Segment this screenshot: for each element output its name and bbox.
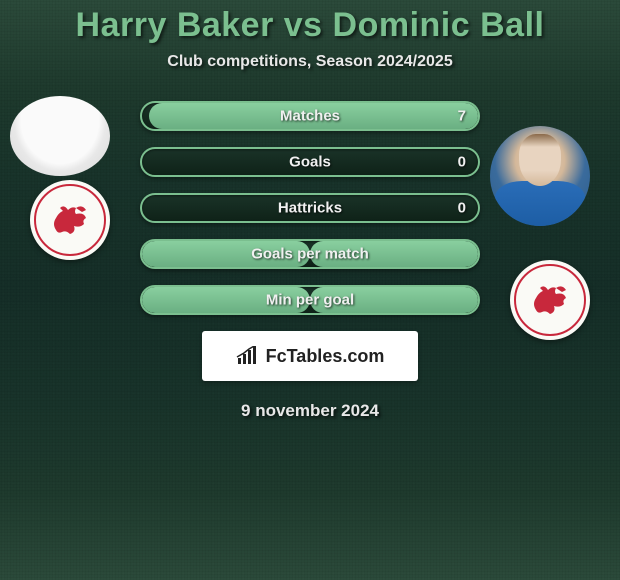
stat-row: Matches7 <box>140 101 480 131</box>
stat-value-right: 0 <box>458 200 466 217</box>
watermark: FcTables.com <box>202 331 418 381</box>
dragon-icon <box>46 196 94 244</box>
content: Harry Baker vs Dominic Ball Club competi… <box>0 0 620 421</box>
stat-row: Goals0 <box>140 147 480 177</box>
chart-icon <box>236 346 260 366</box>
stat-label: Min per goal <box>142 292 478 309</box>
date: 9 november 2024 <box>0 401 620 421</box>
player-photo-right <box>490 126 590 226</box>
crest-circle <box>30 180 110 260</box>
stat-value-right: 0 <box>458 154 466 171</box>
stat-row: Hattricks0 <box>140 193 480 223</box>
stat-label: Hattricks <box>142 200 478 217</box>
stat-label: Goals per match <box>142 246 478 263</box>
watermark-text: FcTables.com <box>266 346 385 367</box>
stat-rows: Matches7Goals0Hattricks0Goals per matchM… <box>140 101 480 315</box>
dragon-icon <box>526 276 574 324</box>
subtitle: Club competitions, Season 2024/2025 <box>0 53 620 71</box>
stat-row: Goals per match <box>140 239 480 269</box>
club-crest-left <box>20 180 120 260</box>
player-shirt <box>495 181 585 226</box>
player-photo-left <box>10 96 110 176</box>
stat-row: Min per goal <box>140 285 480 315</box>
crest-circle <box>510 260 590 340</box>
stat-label: Matches <box>142 108 478 125</box>
club-crest-right <box>500 260 600 340</box>
stat-label: Goals <box>142 154 478 171</box>
player-head <box>519 134 561 186</box>
stat-value-right: 7 <box>458 108 466 125</box>
comparison-title: Harry Baker vs Dominic Ball <box>0 6 620 45</box>
